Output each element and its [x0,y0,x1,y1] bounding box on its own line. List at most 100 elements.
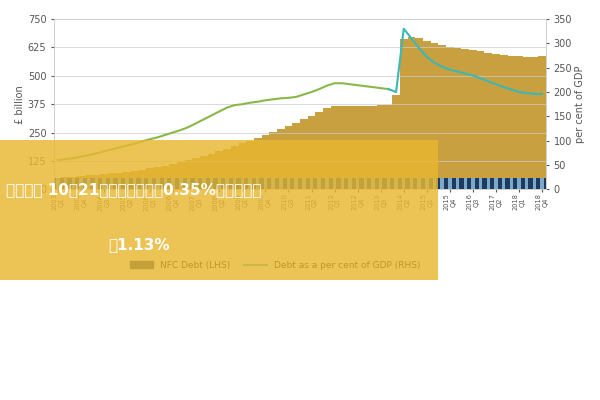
Bar [300,119,308,189]
Bar [77,178,85,189]
Bar [525,178,529,189]
Bar [133,178,136,189]
Bar [277,129,284,189]
Bar [161,178,169,189]
Bar [502,178,505,189]
Bar [446,178,454,189]
Bar [487,178,490,189]
Bar [141,178,144,189]
Bar [494,178,498,189]
Bar [415,38,423,189]
Bar [379,178,382,189]
Bar [509,178,513,189]
Bar [317,178,321,189]
Bar [87,178,91,189]
Bar [100,174,108,189]
Bar [423,40,431,189]
Bar [110,178,113,189]
Bar [71,178,75,189]
Bar [223,178,231,189]
Bar [279,178,283,189]
Bar [154,178,161,189]
Bar [164,178,167,189]
Bar [177,178,185,189]
Bar [433,178,436,189]
Bar [169,164,177,189]
Bar [377,105,385,189]
Bar [139,170,146,189]
Bar [223,149,231,189]
Bar [100,178,108,189]
Bar [239,178,246,189]
Bar [400,178,407,189]
Bar [269,178,277,189]
Bar [484,178,492,189]
Bar [541,178,544,189]
Bar [193,158,200,189]
Bar [62,177,70,189]
Bar [346,178,354,189]
Bar [425,178,428,189]
Bar [407,178,415,189]
Bar [477,178,484,189]
Bar [394,178,398,189]
Bar [233,178,236,189]
Bar [538,56,546,189]
Bar [484,53,492,189]
Bar [407,37,415,189]
Bar [515,178,523,189]
Bar [202,178,206,189]
Bar [85,176,92,189]
Bar [131,171,139,189]
Bar [418,178,421,189]
Bar [454,48,461,189]
Bar [346,106,354,189]
Bar [533,178,536,189]
Bar [146,168,154,189]
Bar [295,178,298,189]
Bar [538,178,546,189]
Bar [302,178,305,189]
Bar [300,178,308,189]
Bar [523,178,530,189]
Bar [415,178,423,189]
Bar [187,178,190,189]
Bar [423,178,431,189]
Bar [377,178,385,189]
Bar [392,178,400,189]
Bar [108,178,116,189]
Bar [456,178,459,189]
Bar [118,178,121,189]
Bar [79,178,83,189]
Text: 大牛配资 10月21日中信转债下跌0.35%，转股溢价: 大牛配资 10月21日中信转债下跌0.35%，转股溢价 [6,182,262,198]
Bar [225,178,229,189]
Bar [241,178,244,189]
Bar [338,106,346,189]
Bar [123,178,131,189]
Bar [161,166,169,189]
Bar [331,106,338,189]
Bar [469,178,477,189]
Bar [131,178,139,189]
Bar [70,177,77,189]
Text: 率1.13%: 率1.13% [108,237,170,252]
Legend: NFC Debt (LHS), Debt as a per cent of GDP (RHS): NFC Debt (LHS), Debt as a per cent of GD… [127,257,424,274]
Bar [292,178,300,189]
Bar [361,106,369,189]
Bar [500,55,508,189]
Bar [231,146,239,189]
Bar [323,108,331,189]
Bar [530,57,538,189]
Bar [218,178,221,189]
Bar [169,178,177,189]
Bar [369,178,377,189]
Bar [154,167,161,189]
Bar [500,178,508,189]
Bar [271,178,275,189]
Bar [287,178,290,189]
Bar [461,49,469,189]
Bar [469,50,477,189]
Bar [200,156,208,189]
Bar [262,178,269,189]
Bar [116,178,123,189]
